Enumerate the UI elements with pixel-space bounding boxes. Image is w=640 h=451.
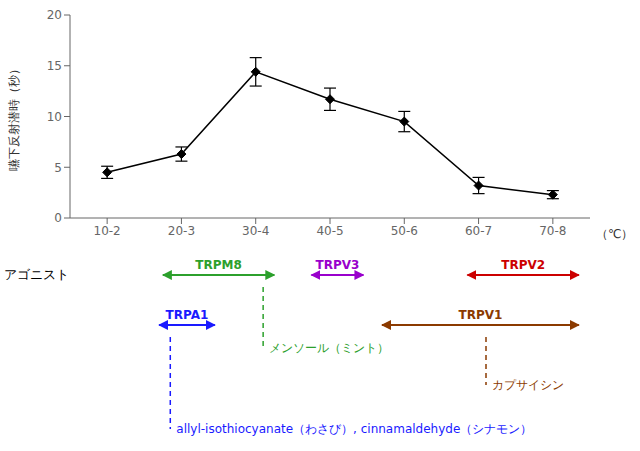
svg-text:20-3: 20-3 — [168, 224, 195, 238]
svg-text:TRPM8: TRPM8 — [195, 258, 242, 272]
svg-text:10-2: 10-2 — [94, 224, 121, 238]
svg-text:70-8: 70-8 — [539, 224, 566, 238]
svg-text:カプサイシン: カプサイシン — [492, 378, 564, 392]
svg-text:10: 10 — [47, 110, 62, 124]
svg-text:メンソール（ミント）: メンソール（ミント） — [269, 341, 389, 355]
svg-text:allyl-isothiocyanate（わさび）, cin: allyl-isothiocyanate（わさび）, cinnamaldehyd… — [176, 422, 532, 436]
svg-text:0: 0 — [54, 211, 62, 225]
svg-text:TRPV1: TRPV1 — [458, 308, 502, 322]
html-text:アゴニスト: アゴニスト — [4, 267, 69, 282]
svg-text:TRPV2: TRPV2 — [501, 258, 545, 272]
svg-text:20: 20 — [47, 8, 62, 22]
svg-text:40-5: 40-5 — [316, 224, 343, 238]
svg-text:嚥下反射潜時（秒）: 嚥下反射潜時（秒） — [8, 63, 21, 171]
svg-text:（℃）: （℃） — [596, 227, 632, 241]
svg-text:30-4: 30-4 — [242, 224, 269, 238]
svg-text:50-6: 50-6 — [391, 224, 418, 238]
svg-text:15: 15 — [47, 59, 62, 73]
svg-text:5: 5 — [54, 161, 62, 175]
svg-text:TRPV3: TRPV3 — [315, 258, 359, 272]
svg-text:TRPA1: TRPA1 — [166, 308, 209, 322]
svg-text:60-7: 60-7 — [465, 224, 492, 238]
